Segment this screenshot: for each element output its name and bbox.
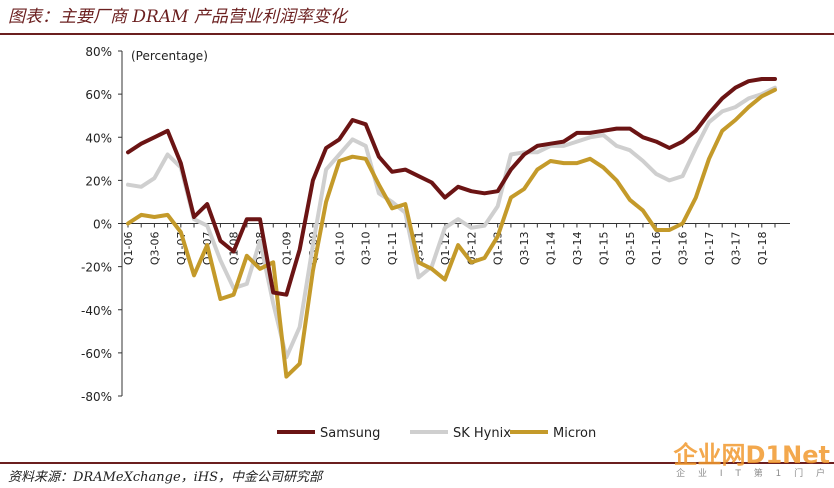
x-tick-label: Q1-11 (386, 232, 399, 266)
legend: Samsung SK Hynix Micron (277, 426, 596, 441)
legend-label-micron: Micron (553, 426, 596, 441)
source-note: 资料来源：DRAMeXchange，iHS，中金公司研究部 (8, 470, 323, 485)
x-tick-label: Q1-06 (122, 232, 135, 266)
y-tick-label: 80% (85, 45, 112, 59)
x-tick-label: Q3-17 (729, 232, 742, 266)
legend-label-sk-hynix: SK Hynix (453, 426, 511, 441)
watermark-main: 企业网D1Net (673, 441, 830, 469)
x-tick-label: Q3-15 (624, 232, 637, 266)
x-tick-label: Q3-06 (148, 232, 161, 266)
y-axis-label: (Percentage) (131, 49, 208, 63)
series-lines (126, 77, 777, 379)
y-tick-label: 60% (85, 88, 112, 102)
watermark-sub: 企 业 I T 第 1 门 户 (676, 469, 830, 479)
y-tick-label: 20% (85, 174, 112, 188)
x-tick-label: Q1-14 (545, 232, 558, 266)
footer-divider (0, 462, 834, 464)
y-tick-label: -80% (81, 390, 112, 404)
y-tick-label: -60% (81, 347, 112, 361)
x-tick-label: Q1-10 (333, 232, 346, 266)
legend-label-samsung: Samsung (320, 426, 380, 441)
x-tick-label: Q3-13 (518, 232, 531, 266)
x-tick-label: Q1-17 (703, 232, 716, 266)
chart-title: 图表：主要厂商 DRAM 产品营业利润率变化 (8, 7, 347, 27)
series-line-samsung (126, 77, 777, 297)
series-line-sk-hynix (126, 85, 777, 360)
x-tick-label: Q1-15 (597, 232, 610, 266)
axes: 80% 60% 40% 20% 0% -20% -40% -60% -80% (Percentag… (81, 45, 790, 404)
y-tick-label: 0% (93, 218, 112, 232)
watermark-logo: 企业网D1Net 企 业 I T 第 1 门 户 (660, 442, 830, 486)
y-tick-label: -20% (81, 261, 112, 275)
title-divider (0, 33, 834, 35)
series-line-micron (126, 87, 777, 379)
x-tick-label: Q1-16 (650, 232, 663, 266)
x-tick-label: Q3-10 (360, 232, 373, 266)
y-tick-label: 40% (85, 131, 112, 145)
x-tick-label: Q1-09 (280, 232, 293, 266)
x-tick-label: Q3-14 (571, 232, 584, 266)
y-tick-label: -40% (81, 304, 112, 318)
x-tick-label: Q1-18 (756, 232, 769, 266)
x-tick-label: Q3-16 (677, 232, 690, 266)
